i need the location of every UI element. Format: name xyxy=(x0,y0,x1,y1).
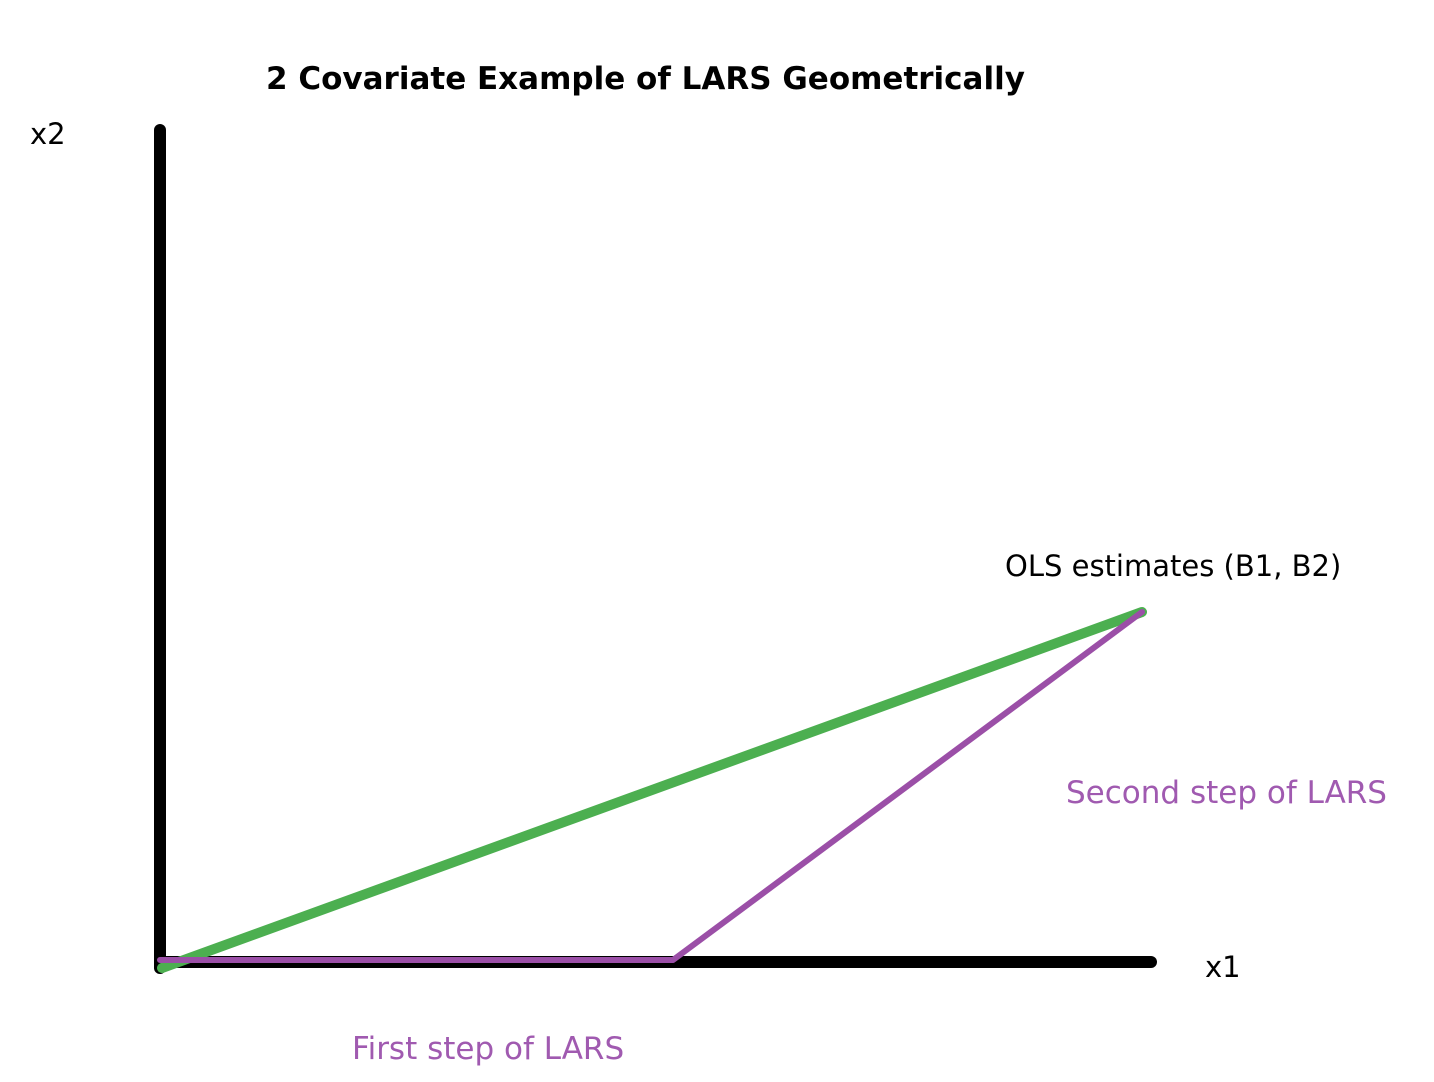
ols-path xyxy=(157,607,1147,973)
first-step-label: First step of LARS xyxy=(352,1031,624,1067)
ols-estimates-label: OLS estimates (B1, B2) xyxy=(1005,549,1341,583)
diagram-title: 2 Covariate Example of LARS Geometricall… xyxy=(266,61,1025,97)
lars-path xyxy=(157,609,1145,963)
y-axis-label: x2 xyxy=(30,117,66,151)
x-axis-label: x1 xyxy=(1205,950,1241,984)
second-step-label: Second step of LARS xyxy=(1066,775,1387,811)
